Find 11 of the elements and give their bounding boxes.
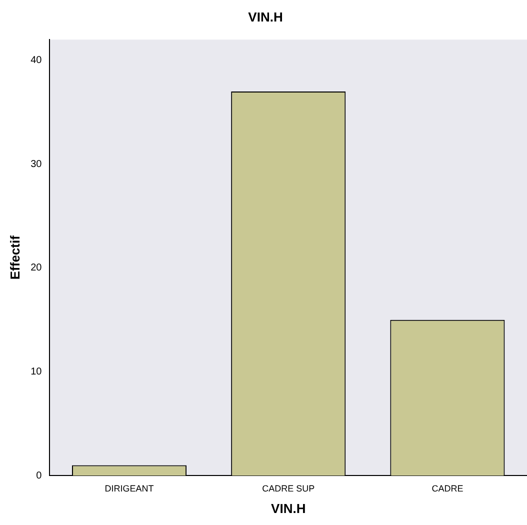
x-tick-label: CADRE xyxy=(432,483,464,494)
y-tick-label: 40 xyxy=(30,55,42,66)
chart-title: VIN.H xyxy=(248,9,283,24)
y-tick-label: 30 xyxy=(30,158,42,170)
y-tick-label: 0 xyxy=(36,470,42,482)
x-axis-title: VIN.H xyxy=(271,500,306,516)
x-tick-label: CADRE SUP xyxy=(262,483,315,494)
x-tick-label: DIRIGEANT xyxy=(104,483,154,494)
y-axis-title: Effectif xyxy=(7,234,22,280)
y-tick-label: 10 xyxy=(30,366,42,378)
y-tick-label: 20 xyxy=(30,262,42,274)
